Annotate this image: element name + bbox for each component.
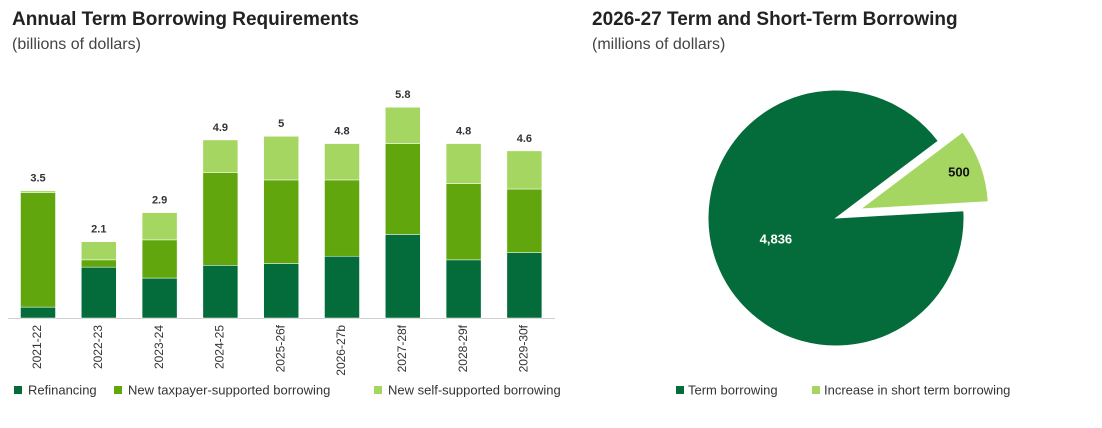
legend-swatch <box>114 386 122 394</box>
bar-segment <box>506 188 543 253</box>
x-tick-label: 2024-25 <box>213 325 227 369</box>
bar-segment <box>385 234 421 319</box>
bar-segment <box>506 150 543 190</box>
bar-segment <box>20 192 56 308</box>
legend-label: Refinancing <box>28 382 97 397</box>
bar-segment <box>202 265 239 319</box>
total-label: 2.9 <box>152 195 167 207</box>
data-label: 4,836 <box>760 231 793 246</box>
bar-segment <box>445 183 482 261</box>
bar-segment <box>385 143 421 235</box>
total-label: 4.9 <box>213 122 228 134</box>
x-tick-label: 2023-24 <box>152 325 166 369</box>
chart-subtitle: (billions of dollars) <box>12 36 141 53</box>
bar-segment <box>385 107 421 144</box>
total-label: 5 <box>278 118 284 130</box>
pie-slice <box>858 131 989 210</box>
x-tick-label: 2022-23 <box>91 325 105 369</box>
bar-segment <box>20 306 56 319</box>
legend-swatch <box>812 386 820 394</box>
legend-label: Increase in short term borrowing <box>824 382 1010 397</box>
x-tick-label: 2021-22 <box>30 325 44 369</box>
bar-segment <box>263 136 299 181</box>
legend-swatch <box>676 386 684 394</box>
x-tick-label: 2029-30f <box>517 324 531 372</box>
chart-subtitle: (millions of dollars) <box>592 36 725 53</box>
legend-label: Term borrowing <box>688 382 778 397</box>
bar-segment <box>445 143 482 184</box>
legend-swatch <box>374 386 382 394</box>
total-label: 3.5 <box>30 173 45 185</box>
x-tick-label: 2028-29f <box>456 324 470 372</box>
bar-segment <box>141 239 178 279</box>
bar-segment <box>445 259 482 319</box>
bar-segment <box>324 179 360 257</box>
bar-segment <box>506 252 543 319</box>
bar-segment <box>202 172 239 266</box>
total-label: 5.8 <box>395 89 410 101</box>
bar-segment <box>81 259 117 268</box>
pie-slice <box>707 89 965 347</box>
bar-segment <box>324 255 360 319</box>
bar-segment <box>141 212 178 241</box>
legend-swatch <box>14 386 22 394</box>
total-label: 4.8 <box>456 126 471 138</box>
chart-title: Annual Term Borrowing Requirements <box>12 9 359 30</box>
bar-segment <box>81 266 117 319</box>
bar-segment <box>141 277 178 319</box>
bar-segment <box>81 241 117 261</box>
data-label: 500 <box>948 164 970 179</box>
x-tick-label: 2025-26f <box>273 324 287 372</box>
total-label: 4.8 <box>334 126 349 138</box>
bar-segment <box>20 190 56 193</box>
chart-title: 2026-27 Term and Short-Term Borrowing <box>592 9 958 30</box>
legend-label: New self-supported borrowing <box>388 382 561 397</box>
legend-label: New taxpayer-supported borrowing <box>128 382 330 397</box>
bar-segment <box>324 143 360 181</box>
x-tick-label: 2027-28f <box>395 324 409 372</box>
x-tick-label: 2026-27b <box>334 325 348 376</box>
bar-segment <box>202 139 239 173</box>
bar-segment <box>263 263 299 319</box>
bar-segment <box>263 179 299 264</box>
total-label: 4.6 <box>517 133 532 145</box>
total-label: 2.1 <box>91 224 106 236</box>
